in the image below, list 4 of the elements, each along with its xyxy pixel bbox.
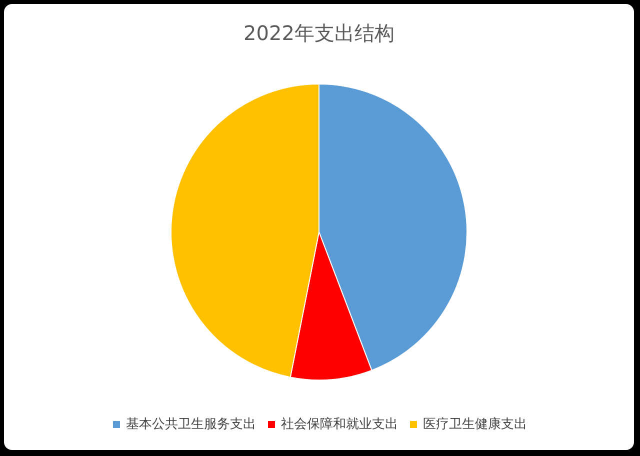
legend-label: 医疗卫生健康支出	[423, 417, 527, 432]
legend-label: 基本公共卫生服务支出	[126, 417, 256, 432]
legend-label: 社会保障和就业支出	[281, 417, 398, 432]
chart-title: 2022年支出结构	[244, 21, 394, 45]
